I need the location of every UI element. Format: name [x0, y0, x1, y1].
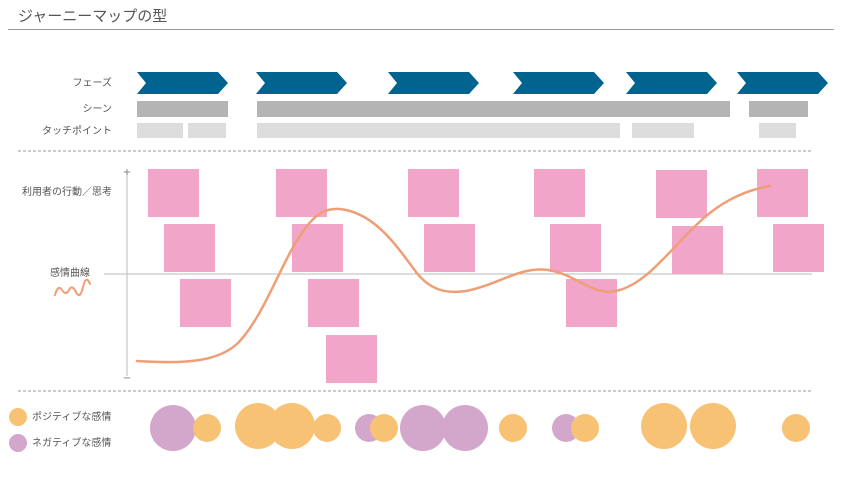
- legend-positive-label: ポジティブな感情: [32, 410, 111, 423]
- sticky-note: [773, 224, 824, 272]
- sticky-note: [292, 224, 343, 272]
- touchpoint-bar: [188, 123, 226, 138]
- sticky-note: [180, 279, 231, 327]
- row-label-actions: 利用者の行動／思考: [22, 185, 112, 198]
- touchpoint-bar: [257, 123, 620, 138]
- sticky-note: [550, 224, 601, 272]
- action-sticky-notes: [148, 169, 824, 383]
- row-label-phase: フェーズ: [73, 76, 113, 89]
- scene-bar: [749, 101, 808, 117]
- sticky-note: [148, 169, 199, 217]
- axis-minus-label: −: [123, 373, 131, 384]
- positive-emotion-bubble: [370, 414, 398, 442]
- phase-chevron: [137, 72, 228, 94]
- emotion-bubbles: [150, 403, 810, 451]
- phase-chevron: [737, 72, 828, 94]
- legend-negative-swatch: [9, 434, 27, 452]
- emotion-squiggle-icon: [54, 278, 91, 297]
- phase-chevron: [256, 72, 347, 94]
- sticky-note: [276, 169, 327, 217]
- sticky-note: [566, 279, 617, 327]
- positive-emotion-bubble: [690, 403, 736, 449]
- negative-emotion-bubble: [442, 405, 488, 451]
- positive-emotion-bubble: [782, 414, 810, 442]
- row-label-scene: シーン: [83, 104, 113, 115]
- row-label-touchpoint: タッチポイント: [42, 125, 112, 137]
- negative-emotion-bubble: [400, 405, 446, 451]
- touchpoint-bar: [632, 123, 694, 138]
- sticky-note: [164, 224, 215, 272]
- positive-emotion-bubble: [641, 403, 687, 449]
- page-title: ジャーニーマップの型: [18, 7, 168, 25]
- sticky-note: [534, 169, 585, 217]
- scene-row: [137, 101, 808, 117]
- row-label-emotion: 感情曲線: [50, 266, 90, 279]
- negative-emotion-bubble: [150, 405, 196, 451]
- sticky-note: [757, 169, 808, 217]
- sticky-note: [308, 279, 359, 327]
- title-divider: [8, 29, 834, 30]
- positive-emotion-bubble: [571, 414, 599, 442]
- legend-positive-swatch: [9, 408, 27, 426]
- legend-negative-label: ネガティブな感情: [32, 436, 111, 449]
- touchpoint-bar: [137, 123, 183, 138]
- scene-bar: [257, 101, 730, 117]
- phase-row: [137, 72, 828, 94]
- phase-chevron: [388, 72, 479, 94]
- phase-chevron: [626, 72, 717, 94]
- sticky-note: [424, 224, 475, 272]
- sticky-note: [656, 170, 707, 218]
- emotion-curve: [135, 184, 772, 364]
- positive-emotion-bubble: [313, 414, 341, 442]
- touchpoint-bar: [759, 123, 796, 138]
- positive-emotion-bubble: [235, 403, 281, 449]
- sticky-note: [408, 169, 459, 217]
- positive-emotion-bubble: [269, 403, 315, 449]
- positive-emotion-bubble: [193, 414, 221, 442]
- axis-plus-label: +: [123, 167, 131, 178]
- positive-emotion-bubble: [499, 414, 527, 442]
- scene-bar: [137, 101, 228, 117]
- sticky-note: [672, 226, 723, 274]
- sticky-note: [326, 335, 377, 383]
- phase-chevron: [513, 72, 604, 94]
- touchpoint-row: [137, 123, 796, 138]
